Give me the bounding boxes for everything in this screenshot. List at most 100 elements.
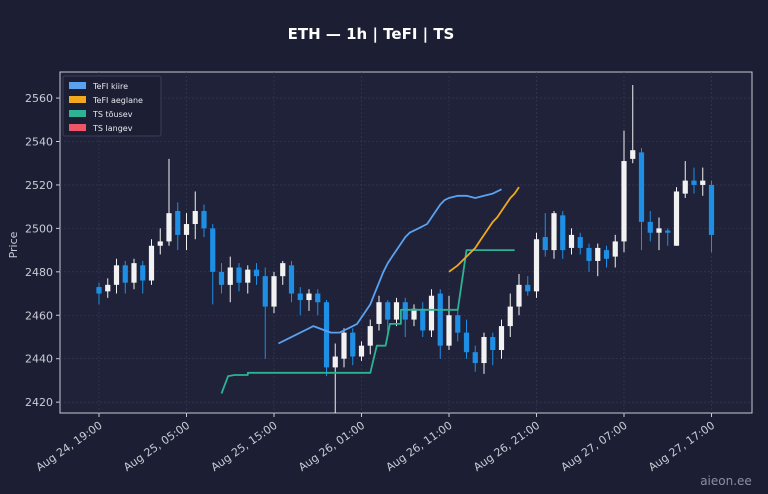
y-axis-label: Price [7, 231, 20, 258]
candle-body [96, 287, 102, 294]
candle-body [402, 302, 408, 320]
legend-swatch [69, 124, 86, 131]
candle-body [306, 293, 312, 301]
candle-body [647, 221, 653, 233]
candle-body [157, 241, 163, 246]
candle-body [621, 161, 627, 242]
candle-body [437, 293, 443, 346]
candle-body [551, 213, 557, 251]
candle-body [533, 239, 540, 292]
candle-body [656, 228, 662, 233]
x-tick-label: Aug 24, 19:00 [34, 419, 105, 474]
candle-body [367, 326, 373, 346]
candle-body [507, 306, 513, 327]
y-tick-label: 2460 [25, 309, 53, 322]
y-tick-label: 2420 [25, 396, 53, 409]
grid-lines [60, 72, 752, 413]
x-tick-label: Aug 26, 21:00 [471, 419, 542, 474]
candle-body [682, 180, 688, 194]
candle-body [271, 276, 277, 307]
candle-body [490, 336, 496, 351]
y-axis-ticks: 2420 2440 2460 2480 2500 2520 2540 2560 [25, 92, 60, 409]
legend-label: TeFI kiire [92, 82, 128, 91]
y-tick-label: 2520 [25, 179, 53, 192]
candle-body [245, 269, 251, 283]
y-tick-label: 2540 [25, 136, 53, 149]
candle-body [481, 336, 487, 364]
candle-body [192, 211, 198, 225]
x-tick-label: Aug 25, 15:00 [209, 419, 280, 474]
legend-swatch [69, 96, 86, 103]
candle-body [201, 211, 207, 229]
candle-body [612, 241, 618, 257]
y-tick-label: 2480 [25, 266, 53, 279]
candle-body [455, 315, 461, 333]
watermark: aieon.ee [700, 474, 752, 488]
x-tick-label: Aug 26, 01:00 [296, 419, 367, 474]
candle-body [140, 265, 146, 281]
x-tick-label: Aug 27, 17:00 [646, 419, 717, 474]
ts-up-line [220, 249, 515, 394]
x-tick-label: Aug 26, 11:00 [384, 419, 455, 474]
tefi-slow-line [448, 186, 520, 273]
candle-body [498, 326, 505, 351]
legend-box [62, 75, 162, 137]
candle-body [183, 224, 190, 235]
candle-body [131, 263, 137, 283]
candle-body [560, 215, 566, 251]
candle-body [253, 269, 260, 277]
candle-body [113, 265, 120, 285]
candle-body [446, 315, 452, 346]
candle-body [516, 284, 522, 307]
candle-body [586, 247, 592, 261]
candle-body [708, 184, 715, 235]
legend-label: TS langev [92, 124, 133, 133]
candle-body [700, 180, 706, 185]
y-tick-label: 2560 [25, 92, 53, 105]
candle-body [148, 245, 155, 281]
candle-body [665, 230, 671, 233]
plot-frame [59, 71, 753, 414]
candle-body [638, 152, 645, 222]
candle-body [463, 332, 470, 353]
candle-body [472, 352, 478, 364]
candle-body [288, 265, 295, 294]
candle-body [297, 293, 303, 301]
candle-body [323, 302, 330, 368]
x-tick-label: Aug 27, 07:00 [559, 419, 630, 474]
candle-body [393, 302, 400, 320]
candle-body [428, 295, 435, 331]
tefi-fast-line [278, 188, 502, 345]
candle-body [236, 267, 242, 283]
candle-body [673, 191, 680, 246]
candle-body [175, 211, 181, 235]
candle-body [332, 356, 338, 368]
candle-body [691, 180, 697, 185]
candle-body [280, 263, 286, 277]
candle-body [577, 237, 583, 248]
legend-label: TeFI aeglane [92, 96, 143, 105]
candle-body [420, 308, 426, 331]
x-axis-ticks: Aug 24, 19:00 Aug 25, 05:00 Aug 25, 15:00 A… [34, 413, 717, 474]
candle-body [358, 345, 365, 357]
candle-body [376, 302, 382, 324]
candle-body [227, 267, 233, 285]
legend: TeFI kiire TeFI aeglane TS tõusev TS langev [62, 75, 162, 137]
y-tick-label: 2500 [25, 222, 53, 235]
legend-swatch [69, 82, 86, 89]
candle-body [525, 284, 531, 292]
candle-body [262, 276, 268, 307]
candle-body [542, 237, 548, 251]
candle-body [411, 308, 417, 320]
candle-body [315, 293, 321, 303]
y-tick-label: 2440 [25, 353, 53, 366]
candle-body [122, 265, 128, 283]
candle-body [595, 247, 601, 261]
candle-body [603, 250, 610, 259]
x-tick-label: Aug 25, 05:00 [121, 419, 192, 474]
candle-body [105, 284, 111, 292]
legend-label: TS tõusev [92, 110, 133, 119]
candle-body [350, 332, 356, 357]
candle-body [385, 302, 391, 320]
